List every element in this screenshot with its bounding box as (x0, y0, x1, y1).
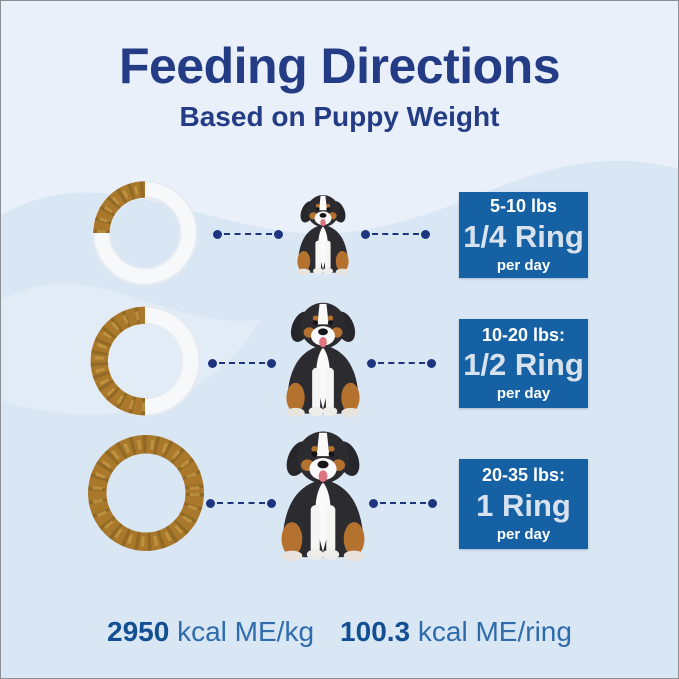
kcal-per-ring-value: 100.3 (340, 616, 411, 647)
dashed-connector (206, 496, 276, 510)
dashed-connector (367, 356, 436, 370)
dosage-box-small: 5-10 lbs 1/4 Ring per day (459, 192, 588, 278)
connector-dot (361, 229, 370, 239)
connector-dash-line (372, 233, 419, 235)
weight-range-label: 5-10 lbs (489, 196, 558, 217)
dashed-connector (369, 496, 437, 510)
connector-dash-line (224, 233, 272, 235)
kcal-per-kg-value: 2950 (107, 616, 170, 647)
connector-dot (427, 358, 436, 368)
large-puppy-image (281, 431, 365, 561)
dashed-connector (208, 356, 276, 370)
connector-dot (367, 358, 376, 368)
connector-dot (274, 229, 283, 239)
weight-range-label: 10-20 lbs: (481, 324, 566, 345)
ring-amount-label: 1/2 Ring (463, 347, 584, 383)
kcal-per-ring-stat: 100.3 kcal ME/ring (340, 616, 572, 648)
full-ring-icon (88, 435, 204, 551)
small-puppy-image (297, 195, 349, 275)
page-title: Feeding Directions (118, 38, 561, 94)
weight-range-label: 20-35 lbs: (481, 465, 566, 486)
connector-dash-line (219, 362, 265, 364)
connector-dot (206, 498, 215, 508)
dashed-connector (361, 227, 430, 241)
calorie-content-statement: 2950 kcal ME/kg 100.3 kcal ME/ring (1, 616, 678, 648)
quarter-ring-icon (92, 180, 198, 286)
connector-dash-line (378, 362, 425, 364)
dosage-box-medium: 10-20 lbs: 1/2 Ring per day (459, 319, 588, 408)
connector-dot (213, 229, 222, 239)
connector-dot (428, 498, 437, 508)
kcal-per-kg-stat: 2950 kcal ME/kg (107, 616, 314, 648)
connector-dash-line (380, 502, 426, 504)
connector-dash-line (217, 502, 265, 504)
kcal-per-ring-unit: kcal ME/ring (417, 616, 572, 647)
connector-dot (369, 498, 378, 508)
connector-dot (421, 229, 430, 239)
ring-amount-label: 1 Ring (476, 487, 571, 523)
medium-puppy-image (286, 302, 360, 417)
frequency-label: per day (496, 385, 551, 403)
half-ring-icon (89, 305, 201, 417)
connector-dot (208, 358, 217, 368)
page-subtitle: Based on Puppy Weight (179, 101, 500, 132)
dosage-box-large: 20-35 lbs: 1 Ring per day (459, 459, 588, 549)
frequency-label: per day (496, 525, 551, 543)
frequency-label: per day (496, 256, 551, 274)
connector-dot (267, 498, 276, 508)
dashed-connector (213, 227, 283, 241)
connector-dot (267, 358, 276, 368)
ring-amount-label: 1/4 Ring (463, 218, 584, 254)
kcal-per-kg-unit: kcal ME/kg (177, 616, 315, 647)
